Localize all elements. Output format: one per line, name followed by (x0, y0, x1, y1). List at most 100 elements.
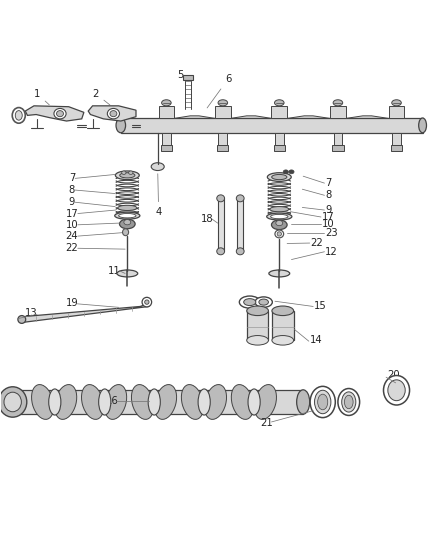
Text: 8: 8 (69, 185, 75, 195)
Ellipse shape (148, 389, 160, 415)
Bar (247, 311, 268, 340)
Ellipse shape (239, 296, 260, 308)
Text: 4: 4 (156, 174, 162, 217)
Ellipse shape (310, 386, 335, 418)
Ellipse shape (151, 163, 164, 171)
Ellipse shape (115, 212, 140, 219)
Ellipse shape (338, 389, 360, 415)
Text: 22: 22 (66, 243, 78, 253)
Ellipse shape (248, 389, 260, 415)
Text: 16: 16 (106, 396, 118, 406)
Ellipse shape (275, 230, 284, 238)
Ellipse shape (162, 100, 171, 106)
Ellipse shape (4, 392, 21, 412)
Text: 12: 12 (325, 247, 338, 257)
Ellipse shape (205, 385, 226, 419)
Ellipse shape (272, 306, 294, 316)
Ellipse shape (236, 248, 244, 255)
Ellipse shape (342, 392, 356, 412)
Ellipse shape (99, 389, 111, 415)
Ellipse shape (384, 375, 409, 405)
Text: 8: 8 (325, 190, 332, 200)
Ellipse shape (82, 385, 104, 419)
Ellipse shape (54, 108, 66, 119)
Ellipse shape (271, 214, 288, 219)
Text: 7: 7 (69, 173, 75, 183)
Ellipse shape (118, 205, 137, 211)
Ellipse shape (145, 300, 149, 304)
Ellipse shape (142, 297, 152, 307)
Ellipse shape (318, 394, 328, 410)
Polygon shape (88, 106, 136, 121)
Ellipse shape (218, 100, 228, 106)
Bar (275, 133, 284, 145)
Text: 2: 2 (93, 88, 110, 105)
Ellipse shape (277, 232, 281, 236)
Bar (162, 133, 171, 145)
Text: 3: 3 (11, 110, 21, 120)
Ellipse shape (254, 385, 277, 419)
Text: 6: 6 (207, 74, 231, 108)
Text: 10: 10 (66, 220, 78, 230)
Ellipse shape (247, 306, 268, 316)
Ellipse shape (217, 195, 225, 202)
Bar (183, 75, 193, 80)
Bar (159, 106, 174, 118)
Bar (332, 146, 343, 151)
Ellipse shape (132, 385, 153, 419)
Ellipse shape (115, 171, 139, 180)
Bar (161, 146, 172, 151)
Ellipse shape (110, 111, 117, 117)
Text: 1: 1 (34, 88, 49, 105)
Ellipse shape (198, 389, 210, 415)
Ellipse shape (108, 108, 119, 119)
Bar (218, 198, 224, 251)
Bar (237, 198, 243, 251)
Ellipse shape (267, 213, 292, 220)
Bar (389, 106, 404, 118)
Ellipse shape (283, 170, 288, 174)
Bar (121, 118, 423, 133)
Text: 9: 9 (325, 205, 332, 215)
Text: 22: 22 (311, 238, 323, 248)
Bar (391, 146, 402, 151)
Ellipse shape (267, 173, 291, 181)
Text: 17: 17 (322, 212, 335, 222)
Text: 10: 10 (322, 219, 334, 229)
Bar (330, 106, 346, 118)
Ellipse shape (244, 298, 256, 305)
Text: 24: 24 (66, 231, 78, 241)
Ellipse shape (118, 214, 136, 218)
Ellipse shape (247, 336, 268, 345)
Ellipse shape (289, 170, 294, 174)
Ellipse shape (104, 385, 127, 419)
Ellipse shape (121, 171, 126, 174)
Ellipse shape (122, 229, 128, 236)
Ellipse shape (128, 171, 133, 174)
Ellipse shape (297, 390, 310, 414)
Ellipse shape (56, 111, 63, 117)
Ellipse shape (181, 385, 204, 419)
Ellipse shape (217, 248, 225, 255)
Ellipse shape (344, 395, 353, 409)
Bar (215, 106, 231, 118)
Ellipse shape (49, 389, 61, 415)
Bar (392, 133, 401, 145)
Ellipse shape (18, 316, 26, 324)
Ellipse shape (0, 387, 27, 417)
Bar (333, 133, 342, 145)
Ellipse shape (269, 270, 290, 277)
Text: 18: 18 (201, 214, 214, 224)
Bar (218, 133, 227, 145)
Bar (274, 146, 285, 151)
Text: 21: 21 (260, 418, 273, 428)
Text: 5: 5 (177, 70, 188, 81)
Ellipse shape (315, 390, 331, 414)
Text: 11: 11 (108, 266, 121, 276)
Ellipse shape (31, 385, 54, 419)
Polygon shape (340, 116, 394, 127)
Bar (217, 146, 229, 151)
Ellipse shape (259, 299, 268, 305)
Ellipse shape (120, 173, 135, 178)
Ellipse shape (154, 385, 177, 419)
